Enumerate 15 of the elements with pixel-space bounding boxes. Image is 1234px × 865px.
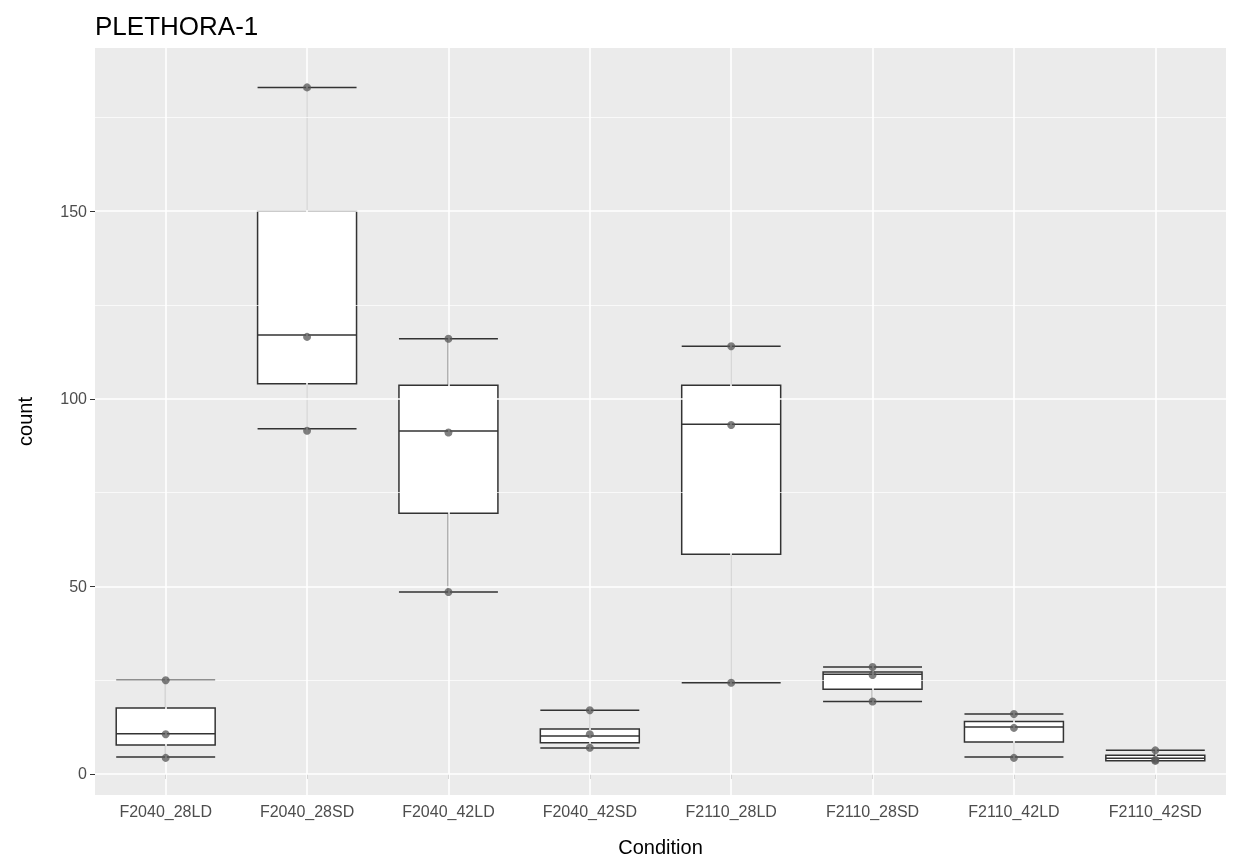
y-tick-label: 0 bbox=[78, 765, 88, 783]
x-tick-label: F2110_28LD bbox=[685, 802, 777, 821]
chart-title: PLETHORA-1 bbox=[95, 11, 259, 41]
y-tick-label: 50 bbox=[69, 577, 88, 595]
x-tick-label: F2040_42SD bbox=[542, 802, 637, 821]
x-tick-label: F2110_28SD bbox=[826, 802, 920, 821]
x-tick-label: F2040_28LD bbox=[119, 802, 212, 821]
x-tick-label: F2110_42LD bbox=[968, 802, 1060, 821]
x-tick-label: F2110_42SD bbox=[1108, 802, 1202, 821]
y-tick-label: 100 bbox=[60, 390, 88, 408]
y-tick-label: 150 bbox=[60, 202, 88, 220]
y-axis-title: count bbox=[14, 396, 36, 446]
x-axis-title: Condition bbox=[618, 836, 703, 858]
x-tick-label: F2040_42LD bbox=[402, 802, 495, 821]
x-tick-label: F2040_28SD bbox=[259, 802, 355, 821]
